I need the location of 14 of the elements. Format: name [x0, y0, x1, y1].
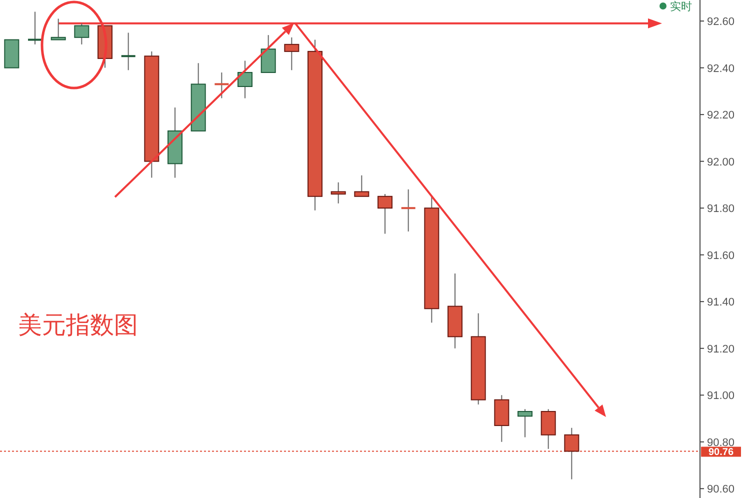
- y-tick-label: 91.00: [707, 390, 735, 402]
- y-tick-label: 92.60: [707, 16, 735, 28]
- y-tick-label: 92.20: [707, 110, 735, 122]
- y-tick-label: 91.40: [707, 296, 735, 309]
- y-tick-label: 92.40: [707, 62, 735, 75]
- y-tick-label: 90.80: [707, 436, 735, 449]
- annotation: 实时: [670, 0, 692, 13]
- y-tick-label: 92.00: [707, 156, 735, 168]
- y-tick-label: 90.60: [707, 484, 735, 496]
- y-tick-label: 91.80: [707, 203, 735, 216]
- y-tick-label: 91.60: [707, 250, 735, 262]
- y-tick-label: 91.20: [707, 343, 735, 356]
- annotation: 美元指数图: [18, 312, 138, 339]
- ref-line-label: 90.76: [708, 446, 734, 458]
